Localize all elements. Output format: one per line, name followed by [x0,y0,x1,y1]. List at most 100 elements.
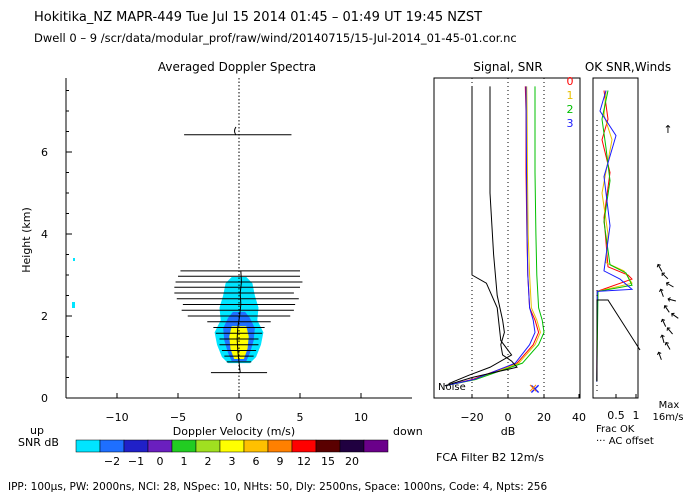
snr-color-swatch [171,439,197,453]
beam-label: 2 [567,103,574,116]
snr-color-swatch [75,439,101,453]
wind-arrow-head [671,312,675,317]
beam-label: 3 [567,117,574,130]
y-tick-label: 6 [41,146,48,159]
snr-value-label: 0 [157,455,164,468]
snr-color-swatch [291,439,317,453]
spectral-width-bars [174,126,303,374]
wind-arrow-shaft [668,298,676,302]
wind-arrow [660,318,667,327]
spectra-xlabel: Doppler Velocity (m/s) [173,425,295,438]
max-value: 16m/s [652,412,683,423]
wind-arrow [666,327,673,335]
wind-arrow-shaft [658,352,662,360]
wind-arrow-head [660,334,665,338]
signal-tick-label: −20 [460,411,483,424]
signal-series-black [448,86,513,385]
frac-ticks: 0.5 1 [607,394,640,422]
x-tick-label: −5 [170,411,186,424]
wind-arrow [665,281,674,288]
x-tick-label: −10 [105,411,128,424]
signal-tick-label: 0 [505,411,512,424]
snr-color-swatch [219,439,245,453]
noise-marker-x: ✕ [529,382,541,398]
snr-color-swatch [123,439,149,453]
wind-arrow-head [663,305,668,309]
wind-arrow-head [658,288,664,293]
snr-color-swatch [99,439,125,453]
wind-arrow [663,305,670,313]
noise-label: Noise [438,382,466,393]
snr-color-swatch [315,439,341,453]
wind-arrow [661,272,669,280]
radar-parameters-footer: IPP: 100μs, PW: 2000ns, NCI: 28, NSpec: … [8,481,548,493]
wind-arrow-head [661,272,665,276]
spectra-title: Averaged Doppler Spectra [158,60,316,74]
wind-arrow-shaft [664,305,670,313]
wind-arrow-head [667,297,671,302]
signal-series-1 [444,86,541,387]
snr-color-swatch [267,439,293,453]
signal-title: Signal, SNR [473,60,542,74]
signal-tick-label: 20 [537,411,551,424]
wind-arrow-shaft [660,289,664,297]
snr-color-swatch [243,439,269,453]
signal-tick-label: 40 [572,411,586,424]
max-label: Max [659,400,680,411]
snr-value-label: 1 [181,455,188,468]
snr-patch [72,302,75,308]
legend-down-label: down [393,425,423,438]
mean-velocity-profile [236,270,242,373]
snr-value-label: 3 [229,455,236,468]
plot-title: Hokitika_NZ MAPR-449 Tue Jul 15 2014 01:… [34,10,483,25]
signal-ticks: −20 0 20 40 [460,394,586,424]
wind-arrow-shaft [665,342,671,350]
snr-value-label: 12 [297,455,311,468]
wind-arrow-head [656,263,661,268]
signal-series-noise [444,86,518,387]
snr-value-label: 20 [345,455,359,468]
wind-arrow-head [656,351,662,356]
signal-series-2 [444,86,545,387]
beam-label: 0 [567,75,574,88]
frac-ok-series-2 [596,90,633,382]
snr-value-label: −1 [128,455,144,468]
snr-color-swatch [363,439,389,453]
wind-arrow [660,334,665,343]
dwell-file-path: Dwell 0 – 9 /scr/data/modular_prof/raw/w… [34,31,517,45]
frac-ok-label: Frac OK [596,424,635,435]
winds-title: OK SNR,Winds [585,60,671,74]
y-tick-label: 0 [41,392,48,405]
snr-value-label: 9 [277,455,284,468]
wind-arrow-shaft [666,282,674,288]
noise-marker-x2: × [528,381,538,395]
frac-ok-series [596,90,641,382]
signal-frame [433,77,581,399]
winds-frame [592,77,639,399]
signal-xlabel: dB [501,425,516,438]
snr-legend-label: SNR dB [18,436,59,449]
wind-arrow-shaft [667,327,673,335]
snr-patch [73,258,75,261]
wind-arrow-shaft [661,272,669,280]
y-tick-label: 2 [41,310,48,323]
wind-arrow-head [665,281,670,286]
frac-ok-series-1 [596,90,633,382]
x-tick-label: 5 [297,411,304,424]
signal-series [444,86,545,387]
max-wind-arrow: ↑ [663,123,672,136]
spectra-axes: −10 −5 0 5 10 0 2 4 6 [41,78,412,424]
snr-color-legend: −2 −1 0 1 2 3 6 9 12 15 20 [75,439,389,468]
legend-up-label: up [30,424,44,437]
wind-arrow-head [664,341,669,346]
wind-arrow-shaft [661,335,665,343]
wind-arrow [656,263,663,272]
x-tick-label: 10 [354,411,368,424]
wind-arrow [658,288,664,297]
snr-value-label: 2 [205,455,212,468]
wind-arrow-head [660,318,666,323]
signal-series-0 [444,86,540,387]
frac-ok-series-0 [596,90,633,382]
x-tick-label: 0 [236,411,243,424]
